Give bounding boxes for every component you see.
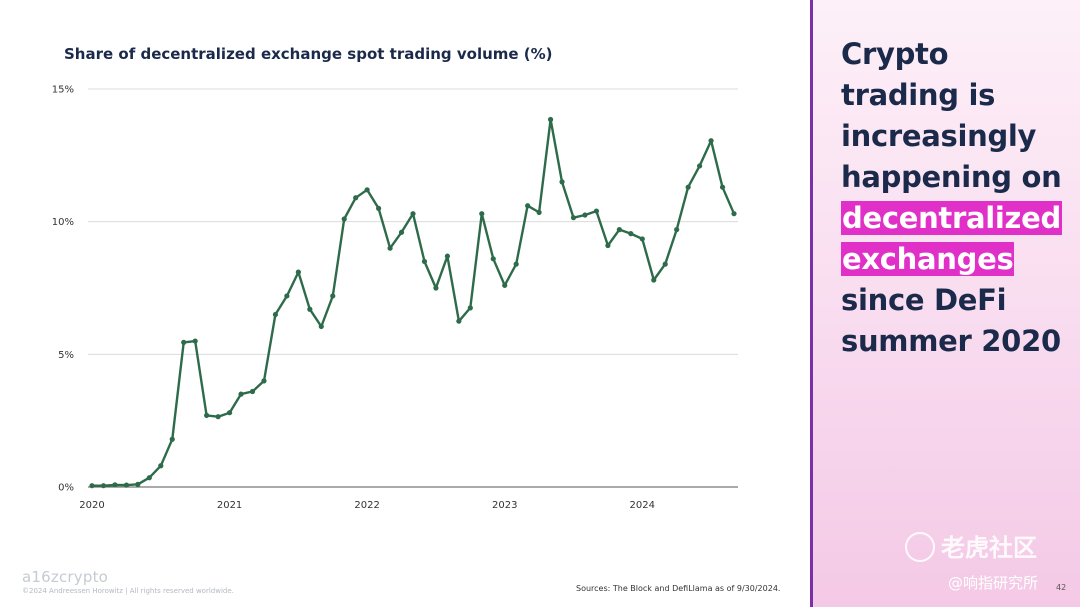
watermark: 老虎社区 bbox=[905, 528, 1037, 564]
data-point bbox=[605, 242, 611, 249]
data-point bbox=[89, 483, 95, 489]
headline-highlight: decentralized bbox=[841, 201, 1062, 235]
panel-divider bbox=[810, 0, 813, 607]
data-point bbox=[559, 179, 565, 185]
data-point bbox=[112, 482, 118, 488]
data-point bbox=[295, 269, 301, 275]
data-point bbox=[135, 481, 141, 487]
headline-line: happening on bbox=[841, 160, 1062, 194]
data-point bbox=[307, 306, 313, 312]
data-point bbox=[284, 293, 290, 299]
y-tick-label: 10% bbox=[52, 217, 74, 228]
data-point bbox=[238, 391, 244, 397]
x-axis-ticks: 2020 2021 2022 2023 2024 bbox=[79, 500, 655, 511]
data-point bbox=[731, 211, 737, 217]
data-point bbox=[272, 311, 279, 318]
chart-area bbox=[0, 0, 810, 607]
y-tick-label: 5% bbox=[58, 350, 74, 361]
data-point bbox=[261, 378, 267, 384]
chart-title: Share of decentralized exchange spot tra… bbox=[64, 45, 553, 63]
data-point bbox=[249, 388, 256, 395]
data-point bbox=[616, 227, 622, 233]
x-tick-label: 2020 bbox=[79, 500, 104, 511]
data-point bbox=[467, 305, 473, 311]
data-point bbox=[708, 138, 714, 144]
data-point bbox=[685, 184, 691, 190]
data-point bbox=[513, 261, 519, 267]
data-point bbox=[100, 483, 107, 489]
data-point bbox=[582, 212, 588, 218]
paw-icon bbox=[905, 532, 935, 562]
data-point bbox=[502, 282, 508, 288]
watermark-text: 老虎社区 bbox=[941, 534, 1037, 562]
a16z-crypto-logo: a16zcrypto bbox=[22, 568, 109, 586]
y-tick-label: 15% bbox=[52, 85, 74, 96]
data-point bbox=[433, 285, 439, 291]
data-point bbox=[204, 412, 210, 418]
sources-note: Sources: The Block and DefiLlama as of 9… bbox=[576, 584, 781, 593]
page-number: 42 bbox=[1056, 583, 1067, 592]
line-chart: 0% 5% 10% 15% 2020 2021 2022 2023 2024 bbox=[52, 85, 738, 511]
data-point bbox=[651, 277, 657, 283]
data-point bbox=[181, 339, 187, 345]
x-tick-label: 2021 bbox=[217, 500, 242, 511]
data-point bbox=[158, 463, 164, 469]
data-point bbox=[639, 236, 645, 242]
series-line bbox=[92, 118, 736, 487]
x-tick-label: 2024 bbox=[630, 500, 655, 511]
headline-line: trading is bbox=[841, 78, 996, 112]
y-tick-label: 0% bbox=[58, 483, 74, 494]
data-point bbox=[341, 216, 347, 222]
data-point bbox=[169, 436, 175, 442]
data-point bbox=[192, 338, 198, 344]
headline-line: Crypto bbox=[841, 37, 949, 71]
headline-line: since DeFi bbox=[841, 283, 1007, 317]
copyright-notice: ©2024 Andreessen Horowitz | All rights r… bbox=[22, 587, 234, 595]
data-point bbox=[593, 208, 600, 214]
data-point bbox=[536, 209, 542, 215]
data-point bbox=[215, 414, 221, 420]
data-point bbox=[674, 227, 680, 233]
data-point bbox=[364, 187, 370, 193]
headline: Crypto trading is increasingly happening… bbox=[841, 34, 1073, 362]
data-point bbox=[387, 245, 393, 251]
x-tick-label: 2023 bbox=[492, 500, 517, 511]
data-point bbox=[570, 215, 577, 221]
data-point bbox=[410, 211, 416, 217]
data-point bbox=[547, 116, 554, 123]
data-point bbox=[490, 256, 496, 262]
data-point bbox=[226, 410, 233, 416]
data-point bbox=[376, 205, 382, 211]
data-point bbox=[456, 318, 462, 324]
data-point bbox=[479, 211, 485, 217]
data-point bbox=[330, 293, 336, 299]
data-point bbox=[525, 203, 531, 209]
headline-line: increasingly bbox=[841, 119, 1037, 153]
data-point bbox=[444, 253, 450, 259]
data-point bbox=[697, 163, 703, 169]
series-layer bbox=[89, 116, 737, 489]
data-point bbox=[353, 195, 359, 201]
y-axis-ticks: 0% 5% 10% 15% bbox=[52, 85, 74, 494]
data-point bbox=[146, 475, 152, 481]
data-point bbox=[123, 482, 129, 488]
data-point bbox=[421, 258, 428, 265]
headline-highlight: exchanges bbox=[841, 242, 1015, 276]
data-point bbox=[398, 229, 405, 235]
data-point bbox=[318, 323, 324, 330]
side-panel bbox=[813, 0, 1080, 607]
x-tick-label: 2022 bbox=[354, 500, 379, 511]
headline-line: summer 2020 bbox=[841, 324, 1061, 358]
data-point bbox=[662, 261, 668, 267]
watermark-subtext: @响指研究所 bbox=[948, 574, 1039, 592]
data-point bbox=[628, 231, 634, 237]
grid-lines bbox=[88, 88, 738, 488]
data-point bbox=[719, 184, 726, 190]
